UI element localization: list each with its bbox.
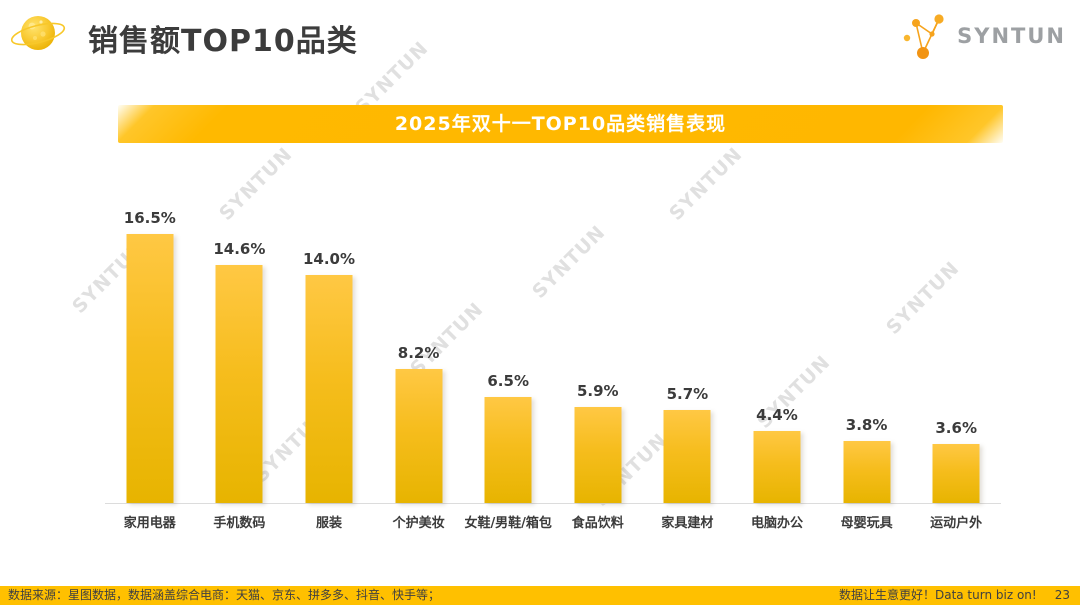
chart-slot: 3.8% 母婴玩具: [822, 200, 912, 531]
chart-slot: 8.2% 个护美妆: [374, 200, 464, 531]
bar-value-label: 8.2%: [397, 344, 440, 362]
bar-category-label: 女鞋/男鞋/箱包: [464, 516, 552, 531]
chart-slot: 5.9% 食品饮料: [553, 200, 643, 531]
chart-slot: 3.6% 运动户外: [911, 200, 1001, 531]
bar-category-label: 家用电器: [123, 516, 176, 531]
planet-icon: [10, 16, 66, 50]
bar-value-label: 16.5%: [123, 209, 176, 227]
bar-value-label: 3.8%: [845, 416, 888, 434]
page-title: 销售额TOP10品类: [88, 24, 358, 59]
bar-category-label: 食品饮料: [571, 516, 624, 531]
bar-chart: 16.5% 家用电器 14.6% 手机数码 14.0% 服装 8.2% 个护美妆 6.5% 女鞋/…: [105, 200, 1001, 531]
bar-value-label: 14.6%: [213, 240, 266, 258]
bar-value-label: 4.4%: [756, 406, 798, 424]
chart-slot: 5.7% 家具建材: [643, 200, 733, 531]
syntun-logo-text: SYNTUN: [957, 24, 1066, 48]
chart-bar: [932, 444, 980, 503]
chart-slot: 6.5% 女鞋/男鞋/箱包: [463, 200, 553, 531]
footer: 数据来源：星图数据，数据涵盖综合电商：天猫、京东、拼多多、抖音、快手等； 数据让…: [0, 586, 1080, 605]
page-number: 23: [1054, 588, 1070, 602]
chart-bar: [663, 410, 711, 503]
bar-value-label: 6.5%: [487, 372, 529, 390]
bar-category-label: 服装: [315, 516, 342, 531]
footer-slogan: 数据让生意更好！Data turn biz on!: [838, 588, 1037, 602]
chart-bar: [574, 407, 622, 503]
bar-category-label: 母婴玩具: [840, 516, 893, 531]
chart-bar: [126, 234, 174, 503]
chart-slot: 14.0% 服装: [284, 200, 374, 531]
bar-category-label: 电脑办公: [750, 516, 803, 531]
bar-category-label: 手机数码: [213, 516, 266, 531]
bar-value-label: 5.7%: [666, 385, 709, 403]
bar-category-label: 家具建材: [661, 516, 714, 531]
chart-bar: [753, 431, 801, 503]
footer-right: 数据让生意更好！Data turn biz on! 23: [839, 586, 1070, 605]
chart-slot: 14.6% 手机数码: [195, 200, 285, 531]
chart-slot: 16.5% 家用电器: [105, 200, 195, 531]
chart-bar: [305, 275, 353, 503]
syntun-network-icon: [903, 14, 944, 59]
chart-bar: [843, 441, 891, 503]
syntun-logo: SYNTUN: [899, 10, 1066, 62]
bar-value-label: 5.9%: [576, 382, 619, 400]
bar-value-label: 14.0%: [302, 250, 355, 268]
chart-slot: 4.4% 电脑办公: [732, 200, 822, 531]
bar-value-label: 3.6%: [935, 419, 977, 437]
chart-bar: [484, 397, 532, 503]
chart-title-banner: 2025年双十一TOP10品类销售表现: [118, 105, 1003, 143]
chart-bar: [215, 265, 263, 503]
data-source-note: 数据来源：星图数据，数据涵盖综合电商：天猫、京东、拼多多、抖音、快手等；: [8, 588, 441, 602]
chart-bar: [395, 369, 443, 503]
bar-category-label: 运动户外: [930, 516, 983, 531]
chart-title: 2025年双十一TOP10品类销售表现: [394, 113, 727, 135]
header: 销售额TOP10品类 SYNTUN: [0, 0, 1080, 70]
bar-category-label: 个护美妆: [392, 516, 445, 531]
